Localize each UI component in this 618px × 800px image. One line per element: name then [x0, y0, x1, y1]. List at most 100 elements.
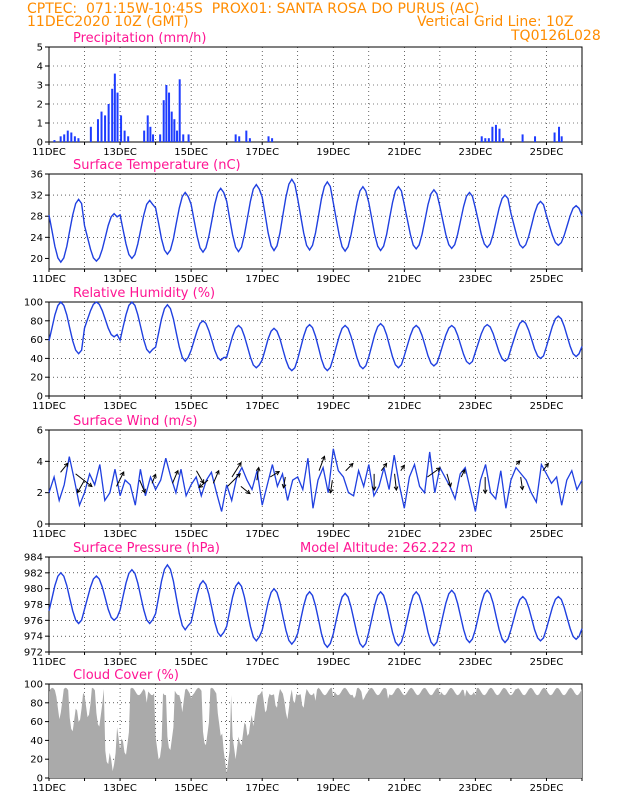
wind-speed-line [48, 448, 583, 512]
precip-bar [238, 136, 241, 142]
y-tick-label: 0 [37, 392, 43, 403]
precip-bar [70, 132, 73, 142]
wind-arrow [446, 473, 452, 487]
precip-bar [120, 115, 123, 142]
wind-arrow-head [141, 488, 146, 494]
precip-bar [165, 85, 168, 142]
wind-arrow-head [76, 488, 81, 494]
precip-bar [271, 138, 274, 142]
precip-bar [560, 136, 563, 142]
precip-bar [113, 73, 116, 142]
x-tick-label: 25DEC [530, 783, 564, 794]
precip-bar [480, 136, 483, 142]
precip-bar [558, 126, 561, 142]
wind-arrow [520, 476, 523, 490]
wind-arrow-head [275, 471, 281, 476]
wind-arrow-head [400, 464, 405, 470]
precip-bar [146, 115, 149, 142]
panel-frame [48, 429, 583, 525]
y-tick-label: 20 [30, 755, 43, 766]
wind-arrow-head [174, 469, 179, 475]
y-tick-label: 974 [24, 632, 43, 643]
x-tick-label: 13DEC [103, 401, 137, 412]
header-date: 11DEC2020 10Z (GMT) [27, 14, 189, 30]
header-grid-note: Vertical Grid Line: 10Z [417, 14, 574, 30]
precip-bar [170, 111, 173, 142]
x-tick-label: 25DEC [530, 657, 564, 668]
y-tick-label: 36 [30, 170, 43, 181]
y-tick-label: 32 [30, 191, 43, 202]
y-tick-label: 60 [30, 335, 43, 346]
panel-title: Surface Temperature (nC) [73, 158, 241, 173]
x-tick-label: 17DEC [245, 274, 279, 285]
y-tick-label: 80 [30, 316, 43, 327]
precip-bar [178, 79, 181, 142]
wind-arrow [330, 480, 333, 493]
y-tick-label: 24 [30, 233, 43, 244]
x-tick-label: 25DEC [530, 401, 564, 412]
x-tick-label: 15DEC [174, 147, 208, 158]
precip-bar [168, 92, 171, 142]
precip-bar [89, 126, 92, 142]
wind-arrow [212, 470, 220, 484]
wind-arrow-head [348, 462, 354, 468]
x-tick-label: 21DEC [387, 147, 421, 158]
y-tick-label: 20 [30, 373, 43, 384]
x-tick-label: 23DEC [459, 783, 493, 794]
wind-arrow-head [393, 486, 399, 492]
panel-frame [48, 301, 583, 397]
y-tick-label: 0 [37, 138, 43, 149]
y-tick-label: 5 [37, 43, 43, 54]
wind-arrow-head [436, 467, 441, 472]
wind-arrow-head [281, 483, 287, 489]
wind-arrow [400, 465, 405, 472]
x-tick-label: 19DEC [316, 657, 350, 668]
wind-arrow-head [321, 455, 326, 461]
x-tick-label: 13DEC [103, 147, 137, 158]
precip-bar [104, 115, 107, 142]
precip-bar [162, 100, 165, 142]
x-tick-label: 21DEC [387, 657, 421, 668]
wind-arrow-head [519, 485, 525, 491]
y-tick-label: 40 [30, 354, 43, 365]
x-tick-label: 25DEC [530, 147, 564, 158]
wind-arrow [151, 474, 157, 484]
x-tick-label: 17DEC [245, 147, 279, 158]
x-tick-label: 19DEC [316, 783, 350, 794]
wind-arrow [394, 473, 397, 491]
panel-title: Surface Pressure (hPa) [73, 541, 220, 556]
precip-bar [96, 119, 99, 142]
x-tick-label: 25DEC [530, 274, 564, 285]
x-tick-label: 15DEC [174, 401, 208, 412]
wind-arrow [318, 456, 325, 471]
wind-arrow [60, 462, 69, 473]
x-tick-label: 19DEC [316, 529, 350, 540]
wind-arrow-head [328, 488, 334, 494]
panel-frame [48, 173, 583, 270]
precip-bar [149, 126, 152, 142]
x-tick-label: 19DEC [316, 401, 350, 412]
x-tick-label: 11DEC [32, 274, 66, 285]
panel-title: Precipitation (mm/h) [73, 31, 206, 46]
wind-arrow-head [63, 462, 69, 468]
precip-bar [234, 134, 237, 142]
wind-arrow [139, 479, 146, 493]
wind-arrow-head [87, 482, 93, 488]
precip-bar [487, 138, 490, 142]
x-tick-label: 23DEC [459, 657, 493, 668]
header-code: TQ0126L028 [511, 28, 601, 44]
x-tick-label: 11DEC [32, 529, 66, 540]
precip-bar [111, 88, 114, 142]
cloud-cover-area [49, 687, 582, 778]
y-tick-label: 100 [24, 680, 43, 691]
precip-bar [494, 124, 497, 142]
wind-arrow-head [236, 473, 241, 478]
x-tick-label: 17DEC [245, 657, 279, 668]
precip-bar [267, 136, 270, 142]
x-tick-label: 21DEC [387, 529, 421, 540]
y-tick-label: 978 [24, 600, 43, 611]
precip-bar [187, 134, 190, 142]
wind-arrow [198, 479, 209, 488]
wind-arrow [240, 486, 251, 494]
precip-bar [248, 138, 251, 142]
